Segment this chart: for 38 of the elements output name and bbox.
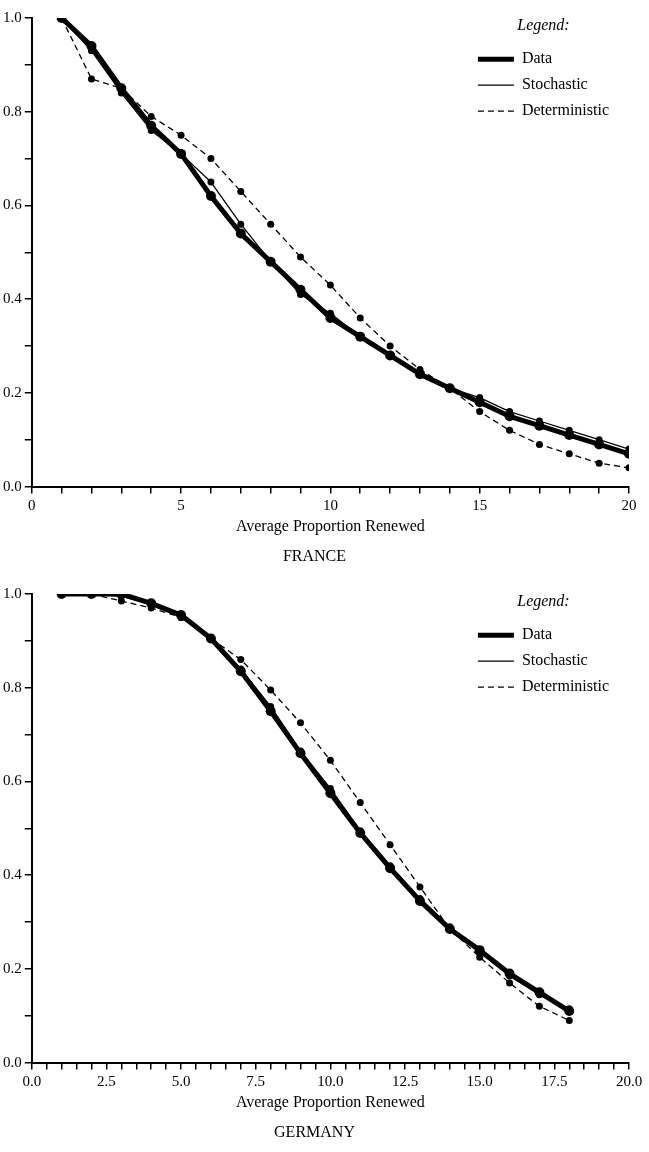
x-tick-label: 20	[621, 496, 637, 513]
legend-label: Data	[521, 625, 553, 643]
x-tick-label: 10	[322, 496, 338, 513]
x-tick-label: 5	[177, 496, 185, 513]
legend-label: Deterministic	[521, 677, 610, 695]
legend-title: Legend:	[516, 16, 570, 35]
y-tick-label: 1.0	[3, 8, 22, 25]
text: GERMANY	[274, 1122, 356, 1140]
y-tick-label: 0.4	[3, 290, 23, 307]
legend-label: Stochastic	[521, 651, 588, 669]
x-tick-label: 7.5	[246, 1072, 266, 1089]
x-tick-label: 17.5	[541, 1072, 568, 1089]
x-tick-label: 0.0	[22, 1072, 42, 1089]
y-tick-label: 0.8	[3, 678, 22, 695]
y-tick-label: 0.6	[3, 772, 23, 789]
x-tick-label: 0	[28, 496, 36, 513]
x-tick-label: 15	[472, 496, 488, 513]
x-tick-label: 2.5	[97, 1072, 116, 1089]
legend-label: Deterministic	[521, 101, 610, 119]
y-tick-label: 0.8	[3, 102, 22, 119]
y-tick-label: 0.4	[3, 866, 23, 883]
y-tick-label: 0.2	[3, 959, 22, 976]
text: FRANCE	[282, 546, 347, 564]
legend-label: Stochastic	[521, 75, 588, 93]
x-tick-label: 5.0	[171, 1072, 191, 1089]
x-tick-label: 15.0	[466, 1072, 493, 1089]
x-tick-label: 12.5	[391, 1072, 419, 1089]
legend-label: Data	[521, 49, 553, 67]
x-tick-label: 20.0	[615, 1072, 643, 1089]
legend-title: Legend:	[516, 592, 570, 611]
y-tick-label: 0.6	[3, 196, 23, 213]
x-axis-title: Average Proportion Renewed	[235, 1093, 425, 1112]
y-tick-label: 0.0	[3, 1053, 22, 1070]
y-tick-label: 1.0	[3, 584, 22, 601]
x-axis-title: Average Proportion Renewed	[235, 517, 425, 536]
y-tick-label: 0.2	[3, 383, 22, 400]
x-tick-label: 10.0	[317, 1072, 344, 1089]
y-tick-label: 0.0	[3, 477, 22, 494]
